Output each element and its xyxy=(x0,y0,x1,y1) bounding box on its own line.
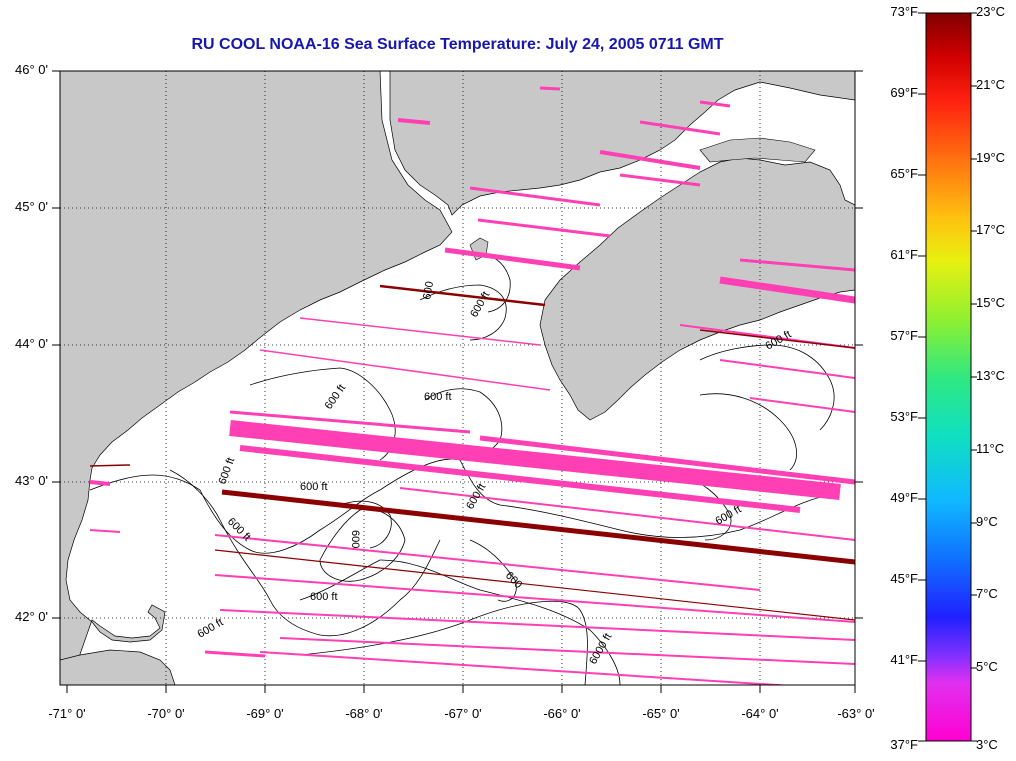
colorbar-c-label: 3°C xyxy=(976,737,998,752)
land-pei xyxy=(699,137,816,163)
contour-600ft xyxy=(319,508,406,582)
lat-label: 43° 0' xyxy=(15,473,48,488)
lat-label: 46° 0' xyxy=(15,62,48,77)
lon-label: -66° 0' xyxy=(543,706,581,721)
contour-600ft xyxy=(469,539,517,602)
lat-label: 45° 0' xyxy=(15,199,48,214)
lon-label: -65° 0' xyxy=(642,706,680,721)
lon-label: -69° 0' xyxy=(246,706,284,721)
colorbar-f-label: 73°F xyxy=(890,4,918,19)
lon-label: -64° 0' xyxy=(741,706,779,721)
colorbar-f-label: 37°F xyxy=(890,737,918,752)
map-title: RU COOL NOAA-16 Sea Surface Temperature:… xyxy=(191,36,724,53)
contour-600ft xyxy=(419,284,507,341)
lon-label: -71° 0' xyxy=(48,706,86,721)
colorbar-f-label: 57°F xyxy=(890,328,918,343)
colorbar-c-label: 7°C xyxy=(976,586,998,601)
contour-600ft xyxy=(249,367,396,461)
colorbar-f-label: 53°F xyxy=(890,409,918,424)
colorbar-c-label: 19°C xyxy=(976,150,1006,165)
land-new-brunswick xyxy=(389,71,855,216)
colorbar-f-label: 69°F xyxy=(890,85,918,100)
contour-label: 600 xyxy=(349,530,361,548)
contour-600ft xyxy=(339,500,392,549)
colorbar-c-label: 23°C xyxy=(976,4,1006,19)
colorbar-f-label: 65°F xyxy=(890,166,918,181)
contour-600ft xyxy=(89,458,831,554)
colorbar-f-label: 45°F xyxy=(890,571,918,586)
colorbar-c-label: 11°C xyxy=(976,441,1005,456)
colorbar-c-label: 15°C xyxy=(976,295,1006,310)
contour-600ft xyxy=(169,469,441,637)
contour-label: 600 ft xyxy=(310,591,338,603)
contour-600ft xyxy=(699,393,797,471)
colorbar-f-label: 41°F xyxy=(890,652,918,667)
contour-600ft xyxy=(699,344,835,431)
colorbar-f-label: 49°F xyxy=(890,490,918,505)
lon-label: -63° 0' xyxy=(837,706,875,721)
lon-label: -70° 0' xyxy=(147,706,185,721)
colorbar-c-label: 5°C xyxy=(976,659,998,674)
colorbar-c-label: 13°C xyxy=(976,368,1006,383)
contour-600ft xyxy=(299,559,621,685)
colorbar xyxy=(925,12,972,742)
land-new-england xyxy=(60,71,453,685)
contour-label: 600 ft xyxy=(300,481,328,493)
colorbar-f-label: 61°F xyxy=(890,247,918,262)
contour-label: 600 xyxy=(421,280,436,300)
lat-label: 42° 0' xyxy=(15,609,48,624)
lon-label: -67° 0' xyxy=(444,706,482,721)
land-south-coast xyxy=(60,649,176,685)
contour-label: 600 ft xyxy=(424,391,452,403)
contour-6000ft xyxy=(299,600,588,685)
colorbar-c-label: 17°C xyxy=(976,222,1006,237)
lat-label: 44° 0' xyxy=(15,336,48,351)
colorbar-c-label: 21°C xyxy=(976,77,1006,92)
lon-label: -68° 0' xyxy=(345,706,383,721)
colorbar-c-label: 9°C xyxy=(976,514,998,529)
